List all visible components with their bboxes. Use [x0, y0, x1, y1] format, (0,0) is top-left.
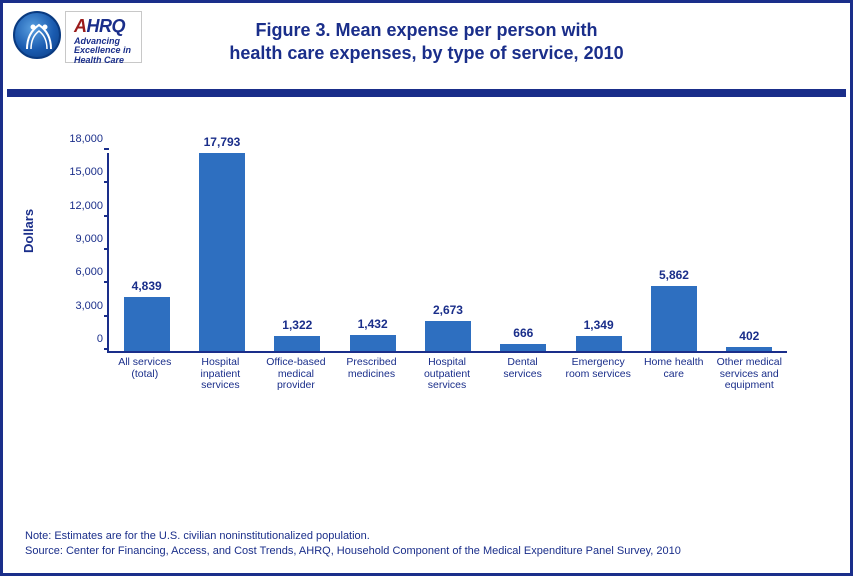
y-tick-label: 18,000 [59, 133, 103, 145]
header-divider [7, 89, 846, 97]
footnote-source: Source: Center for Financing, Access, an… [25, 544, 828, 559]
bar: 17,793 [199, 153, 245, 351]
bar-value-label: 402 [739, 329, 759, 343]
y-tick-mark [104, 215, 109, 217]
bar-slot: 5,862 [636, 153, 711, 351]
ahrq-tagline-3: Health Care [74, 56, 131, 65]
y-tick-label: 0 [59, 333, 103, 345]
bar: 1,322 [274, 336, 320, 351]
x-category-label: Hospital outpatient services [409, 357, 485, 392]
footnotes: Note: Estimates are for the U.S. civilia… [25, 529, 828, 559]
x-category-label: Other medical services and equipment [712, 357, 788, 392]
plot-region: 4,839 17,793 1,322 1,432 2,673 666 1,349 5,862 4… [107, 153, 787, 353]
bar: 2,673 [425, 321, 471, 351]
bar: 1,432 [350, 335, 396, 351]
bar-value-label: 1,432 [358, 317, 388, 331]
x-category-label: Office-based medical provider [258, 357, 334, 392]
bar-slot: 17,793 [184, 153, 259, 351]
bar: 402 [726, 347, 772, 351]
y-tick-label: 9,000 [59, 233, 103, 245]
ahrq-rest: HRQ [87, 16, 126, 36]
x-category-label: Hospital inpatient services [183, 357, 259, 392]
bar-value-label: 666 [513, 326, 533, 340]
bar-slot: 2,673 [410, 153, 485, 351]
x-labels-row: All services (total)Hospital inpatient s… [107, 357, 787, 392]
bar-slot: 666 [486, 153, 561, 351]
chart-title: Figure 3. Mean expense per person with h… [157, 9, 697, 64]
bar-value-label: 2,673 [433, 303, 463, 317]
hhs-seal-icon [13, 11, 61, 59]
bar: 666 [500, 344, 546, 351]
y-tick-mark [104, 248, 109, 250]
chart-title-line2: health care expenses, by type of service… [157, 42, 697, 65]
y-tick-mark [104, 181, 109, 183]
bars-container: 4,839 17,793 1,322 1,432 2,673 666 1,349 5,862 4… [109, 153, 787, 351]
bar-slot: 402 [712, 153, 787, 351]
x-category-label: All services (total) [107, 357, 183, 392]
y-tick-label: 6,000 [59, 266, 103, 278]
y-tick-mark [104, 348, 109, 350]
bar-slot: 1,322 [260, 153, 335, 351]
bar-slot: 1,432 [335, 153, 410, 351]
y-axis-label: Dollars [21, 209, 36, 253]
x-category-label: Emergency room services [560, 357, 636, 392]
figure-frame: AHRQ Advancing Excellence in Health Care… [0, 0, 853, 576]
y-tick-mark [104, 148, 109, 150]
ahrq-name: AHRQ [74, 16, 131, 37]
y-tick-label: 3,000 [59, 300, 103, 312]
y-tick-label: 15,000 [59, 166, 103, 178]
bar: 5,862 [651, 286, 697, 351]
bar: 1,349 [576, 336, 622, 351]
logo-block: AHRQ Advancing Excellence in Health Care [13, 11, 142, 63]
header: AHRQ Advancing Excellence in Health Care… [3, 3, 850, 81]
bar-value-label: 1,322 [282, 318, 312, 332]
x-category-label: Dental services [485, 357, 561, 392]
bar-value-label: 17,793 [204, 135, 241, 149]
ahrq-logo: AHRQ Advancing Excellence in Health Care [65, 11, 142, 63]
chart-title-line1: Figure 3. Mean expense per person with [157, 19, 697, 42]
bar-value-label: 1,349 [584, 318, 614, 332]
x-category-label: Prescribed medicines [334, 357, 410, 392]
bar: 4,839 [124, 297, 170, 351]
bar-slot: 1,349 [561, 153, 636, 351]
bar-value-label: 4,839 [132, 279, 162, 293]
y-tick-mark [104, 315, 109, 317]
footnote-note: Note: Estimates are for the U.S. civilia… [25, 529, 828, 544]
chart-area: Dollars 4,83917,7931,3221,4322,6736661,3… [63, 133, 803, 473]
bar-value-label: 5,862 [659, 268, 689, 282]
bar-slot: 4,839 [109, 153, 184, 351]
ahrq-initial: A [74, 16, 87, 36]
y-tick-mark [104, 281, 109, 283]
y-tick-label: 12,000 [59, 200, 103, 212]
x-category-label: Home health care [636, 357, 712, 392]
